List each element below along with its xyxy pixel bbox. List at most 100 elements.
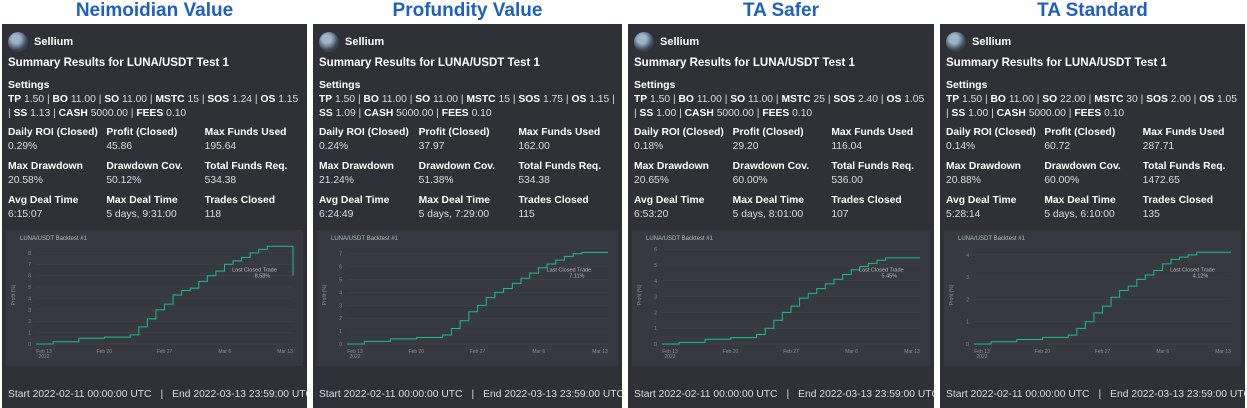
- avatar[interactable]: [634, 32, 654, 52]
- x-tick-label: 2022: [664, 354, 675, 360]
- setting-value: 15: [498, 94, 510, 105]
- stat-label: Avg Deal Time: [634, 195, 705, 206]
- setting-value: 2.00: [1170, 94, 1191, 105]
- stat-cell: Trades Closed 115: [518, 194, 618, 222]
- setting-value: 0.10: [471, 108, 492, 119]
- stat-cell: Max Deal Time 5 days, 9:31:00: [106, 194, 204, 222]
- stat-cell: Trades Closed 118: [205, 194, 303, 222]
- stat-label: Total Funds Req.: [204, 161, 288, 172]
- stat-value: 45.86: [106, 141, 133, 152]
- setting-value: 30: [1126, 94, 1138, 105]
- profit-chart: LUNA/USDT Backtest #1 Profit (%) 0 1 2 3 4 5 6 7 F…: [317, 230, 618, 366]
- stat-value: 20.58%: [8, 175, 43, 186]
- stat-cell: Drawdown Cov. 60.00%: [733, 160, 832, 188]
- y-tick-label: 2: [654, 310, 657, 316]
- username[interactable]: Sellium: [660, 36, 700, 48]
- start-date: Start 2022-02-11 00:00:00 UTC: [319, 389, 463, 400]
- stat-value: 21.24%: [319, 175, 354, 186]
- stat-label: Trades Closed: [831, 195, 902, 206]
- annotation-label: Last Closed Trade: [232, 267, 277, 273]
- settings-heading: Settings: [319, 79, 361, 91]
- stat-value: 60.00%: [1044, 175, 1080, 186]
- setting-key: SOS: [833, 94, 856, 105]
- setting-key: CASH: [684, 108, 714, 119]
- username[interactable]: Sellium: [34, 36, 74, 48]
- setting-value: 0.10: [166, 108, 187, 119]
- stat-label: Daily ROI (Closed): [319, 127, 409, 138]
- y-tick-label: 5: [339, 278, 342, 284]
- panel-title: TA Standard: [1037, 0, 1148, 21]
- y-tick-label: 6: [339, 265, 342, 271]
- y-axis-label: Profit (%): [322, 284, 328, 305]
- stat-label: Drawdown Cov.: [418, 161, 496, 172]
- username[interactable]: Sellium: [972, 36, 1012, 48]
- stat-cell: Daily ROI (Closed) 0.24%: [319, 126, 419, 154]
- stat-cell: Trades Closed 107: [831, 194, 930, 222]
- profit-chart: LUNA/USDT Backtest #1 Profit (%) 0 1 2 3 4 5 6 Fe…: [632, 230, 930, 366]
- stats-grid: Daily ROI (Closed) 0.18% Profit (Closed) 29…: [634, 126, 930, 222]
- avatar[interactable]: [319, 32, 339, 52]
- avatar[interactable]: [8, 32, 28, 52]
- username[interactable]: Sellium: [345, 36, 385, 48]
- setting-value: 5000.00: [1028, 108, 1066, 119]
- start-date: Start 2022-02-11 00:00:00 UTC: [8, 389, 152, 400]
- setting-key: OS: [571, 94, 587, 105]
- stat-cell: Avg Deal Time 6:15:07: [8, 194, 106, 222]
- stat-cell: Max Drawdown 20.65%: [634, 160, 733, 188]
- setting-value: 11.00: [1008, 94, 1034, 105]
- chart-title: LUNA/USDT Backtest #1: [646, 236, 714, 242]
- y-tick-label: 5: [28, 285, 31, 291]
- stat-label: Max Drawdown: [634, 161, 709, 172]
- stat-value: 37.97: [418, 141, 445, 152]
- summary-title: Summary Results for LUNA/USDT Test 1: [946, 57, 1167, 69]
- stat-value: 60.00%: [732, 175, 768, 186]
- annotation-label: Last Closed Trade: [859, 267, 904, 273]
- stat-label: Drawdown Cov.: [106, 161, 183, 172]
- discord-message-card: Sellium Summary Results for LUNA/USDT Te…: [313, 24, 622, 408]
- date-range: Start 2022-02-11 00:00:00 UTC | End 2022-0…: [634, 389, 934, 400]
- setting-value: 0.10: [1104, 108, 1125, 119]
- stat-cell: Max Funds Used 116.04: [831, 126, 930, 154]
- summary-title: Summary Results for LUNA/USDT Test 1: [319, 57, 540, 69]
- y-tick-label: 4: [28, 296, 31, 302]
- stat-label: Trades Closed: [518, 195, 589, 206]
- annotation-value: 5.45%: [881, 273, 897, 279]
- setting-key: OS: [1199, 94, 1215, 105]
- stat-label: Max Deal Time: [732, 195, 805, 206]
- avatar[interactable]: [946, 32, 966, 52]
- x-tick-label: Mar 6: [1156, 349, 1169, 355]
- y-tick-label: 2: [28, 319, 31, 325]
- end-date: End 2022-03-13 23:59:00 UTC: [483, 389, 622, 400]
- setting-value: 1.13: [30, 108, 51, 119]
- stat-value: 195.64: [204, 141, 237, 152]
- stat-cell: Profit (Closed) 37.97: [419, 126, 519, 154]
- x-tick-label: Feb 20: [408, 349, 424, 355]
- stat-value: 116.04: [831, 141, 863, 152]
- stat-cell: Trades Closed 135: [1143, 194, 1241, 222]
- stat-label: Daily ROI (Closed): [8, 127, 98, 138]
- setting-value: 1.24: [231, 94, 253, 105]
- y-tick-label: 6: [654, 247, 657, 253]
- stat-label: Daily ROI (Closed): [634, 127, 724, 138]
- summary-title: Summary Results for LUNA/USDT Test 1: [634, 57, 855, 69]
- setting-value: 11.00: [381, 94, 407, 105]
- panel-column-1: Neimoidian Value Sellium Summary Results…: [2, 0, 307, 408]
- separator: |: [786, 389, 790, 400]
- y-tick-label: 4: [339, 290, 342, 296]
- y-tick-label: 0: [966, 342, 969, 348]
- chart-title: LUNA/USDT Backtest #1: [331, 236, 399, 242]
- y-tick-label: 2: [966, 297, 969, 303]
- stat-cell: Daily ROI (Closed) 0.18%: [634, 126, 733, 154]
- profit-chart: LUNA/USDT Backtest #1 Profit (%) 0 1 2 3 4 5 6 7 8…: [6, 230, 303, 366]
- stat-value: 107: [831, 209, 849, 220]
- stat-cell: Total Funds Req. 536.00: [831, 160, 930, 188]
- y-tick-label: 3: [339, 303, 342, 309]
- setting-value: 11.00: [433, 94, 459, 105]
- stat-label: Drawdown Cov.: [1044, 161, 1121, 172]
- stat-cell: Max Funds Used 287.71: [1143, 126, 1241, 154]
- separator: |: [471, 389, 475, 400]
- message-header: Sellium: [946, 32, 1011, 52]
- setting-key: SS: [319, 108, 333, 119]
- stat-cell: Max Funds Used 195.64: [205, 126, 303, 154]
- settings-line: TP 1.50 | BO 11.00 | SO 11.00 | MSTC 15 …: [8, 94, 299, 119]
